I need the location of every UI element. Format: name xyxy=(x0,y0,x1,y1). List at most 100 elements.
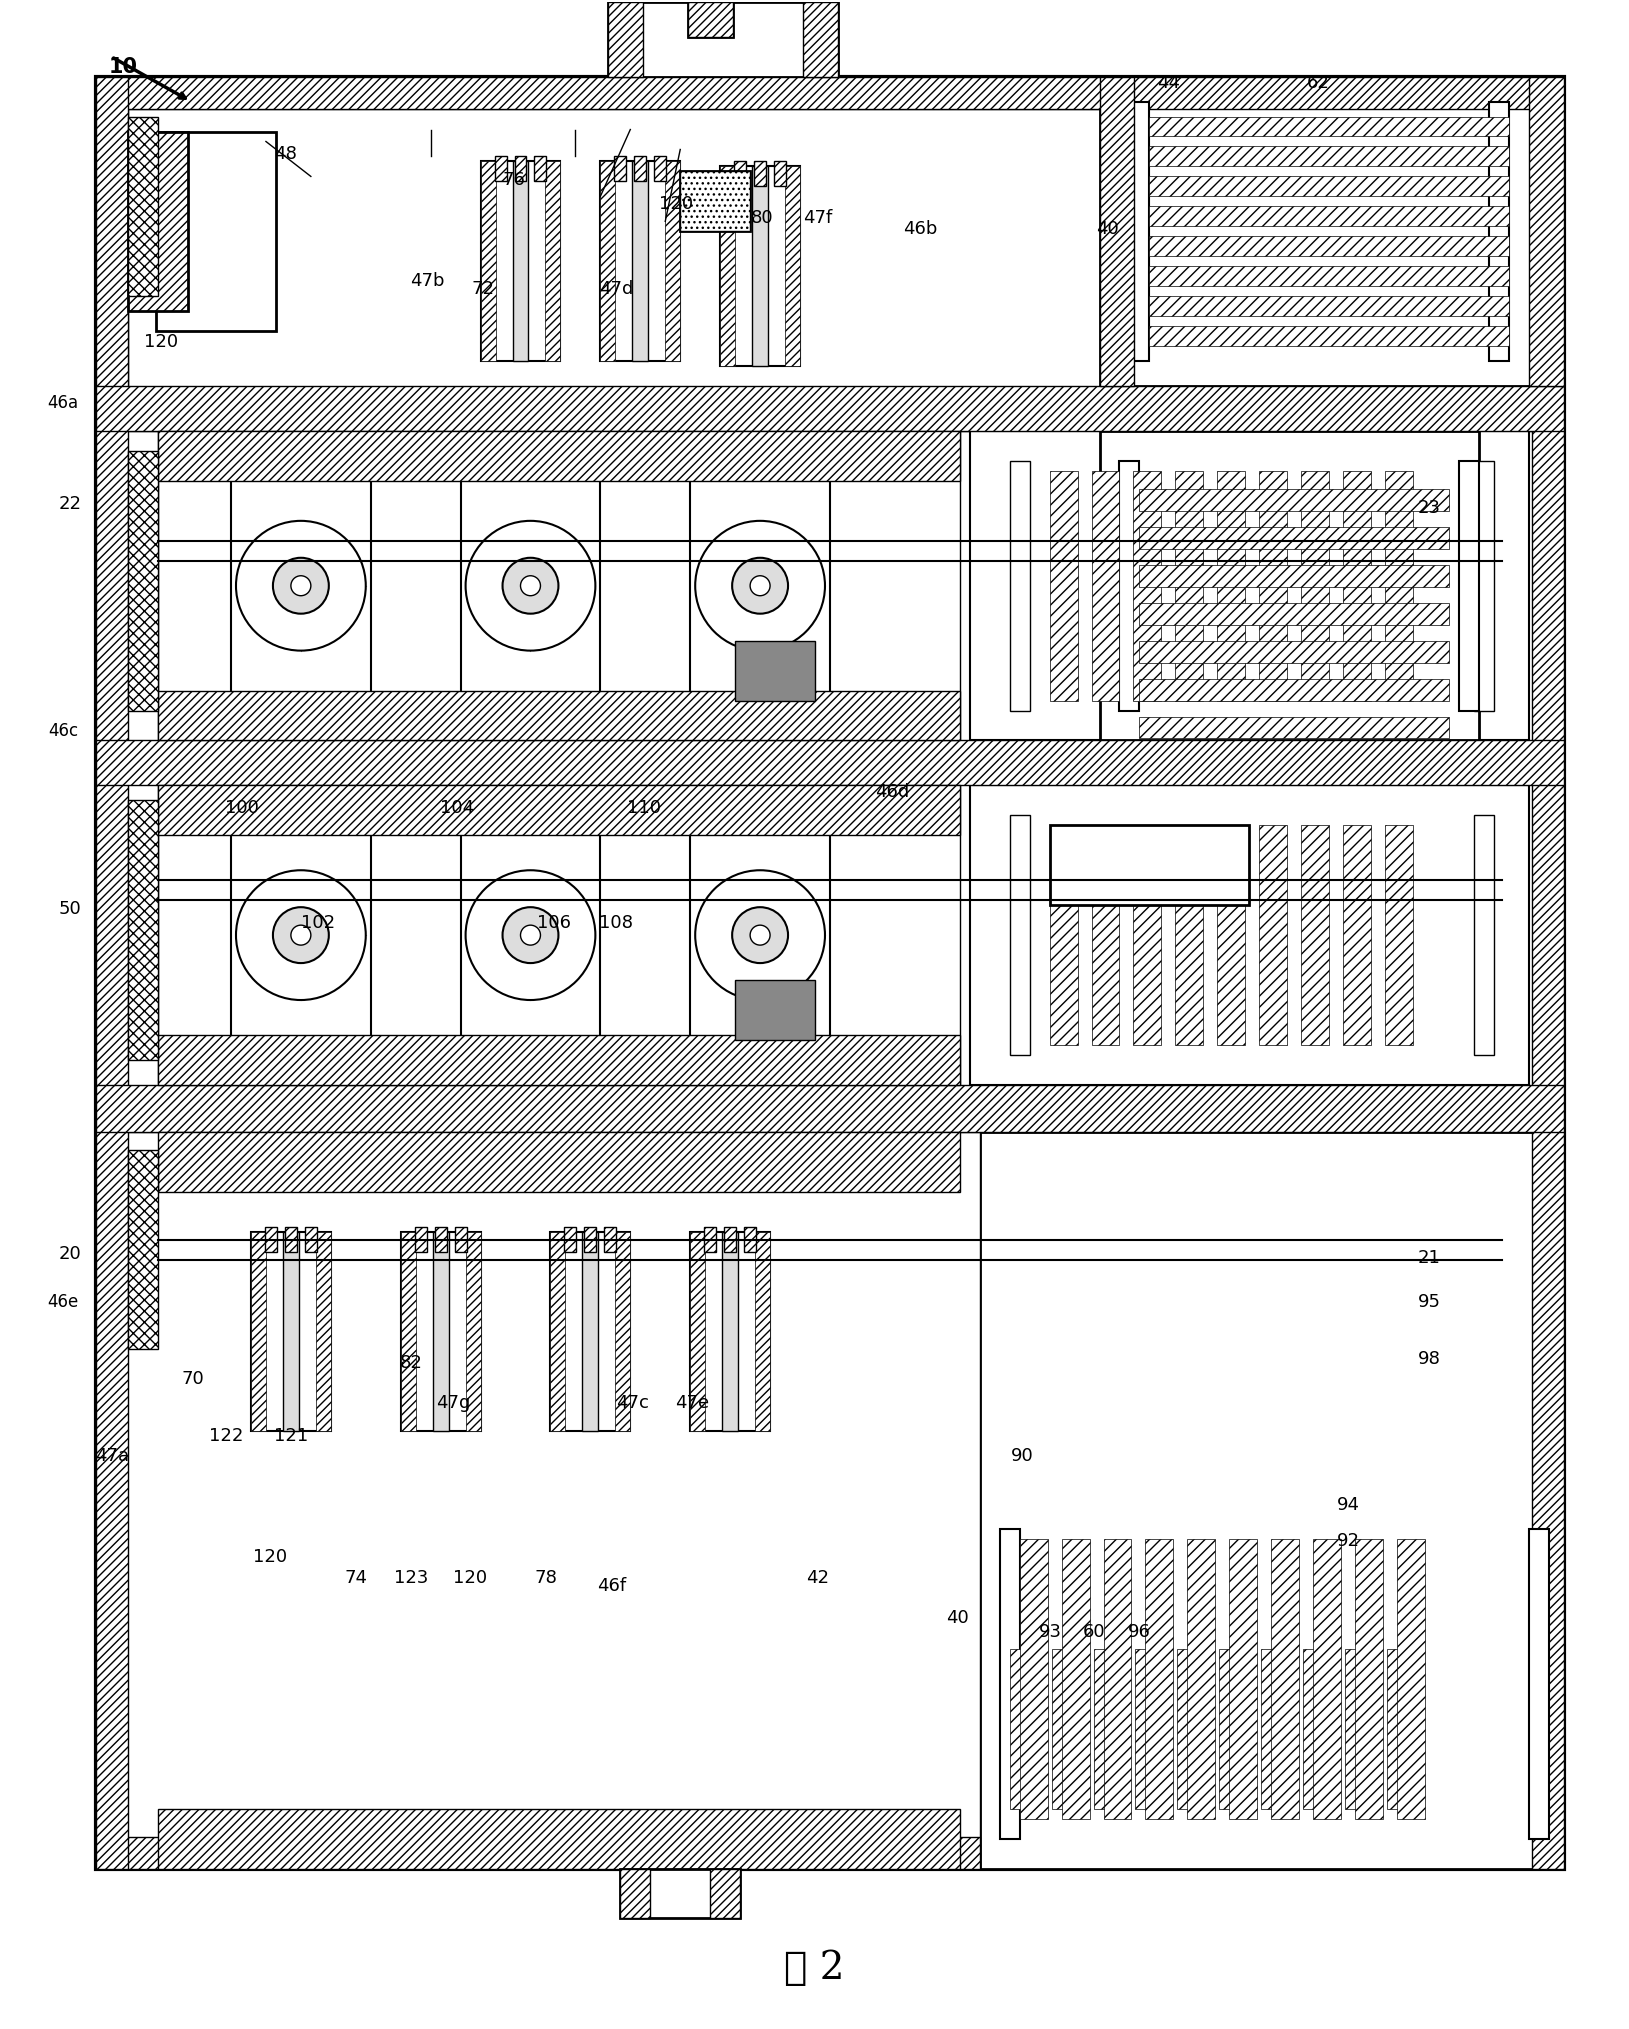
Circle shape xyxy=(466,870,595,1000)
Bar xyxy=(415,1228,427,1252)
Bar xyxy=(534,156,546,181)
Bar xyxy=(1103,1540,1132,1818)
Bar xyxy=(1303,1650,1331,1808)
Text: 46b: 46b xyxy=(902,219,937,237)
Bar xyxy=(1385,471,1412,700)
Bar xyxy=(621,1869,650,1919)
Bar xyxy=(435,1228,446,1252)
Bar xyxy=(461,446,601,726)
Text: 121: 121 xyxy=(274,1426,308,1445)
Bar xyxy=(551,1232,630,1430)
Bar xyxy=(158,1035,959,1086)
Bar xyxy=(1150,266,1508,286)
Bar xyxy=(1119,461,1139,710)
Bar xyxy=(1474,816,1494,1055)
Bar xyxy=(681,170,749,231)
Bar xyxy=(1134,826,1161,1045)
Circle shape xyxy=(236,870,367,1000)
Text: 104: 104 xyxy=(440,799,474,818)
Text: 46e: 46e xyxy=(47,1292,78,1311)
Bar xyxy=(158,785,959,836)
Bar xyxy=(1398,1540,1425,1818)
Text: 80: 80 xyxy=(751,209,774,227)
Circle shape xyxy=(696,870,824,1000)
Bar xyxy=(969,1132,1528,1869)
Bar xyxy=(1010,1650,1038,1808)
Text: 92: 92 xyxy=(1336,1532,1360,1550)
Bar xyxy=(1049,471,1077,700)
Bar xyxy=(1386,1650,1416,1808)
Circle shape xyxy=(292,925,311,946)
Bar xyxy=(401,1232,415,1430)
Bar xyxy=(616,1232,630,1430)
Bar xyxy=(754,162,766,187)
Bar xyxy=(1313,1540,1341,1818)
Bar xyxy=(1150,327,1508,347)
Bar xyxy=(1355,1540,1383,1818)
Text: 70: 70 xyxy=(182,1370,205,1388)
Bar xyxy=(691,1232,771,1430)
Bar xyxy=(710,1869,740,1919)
Bar xyxy=(1062,1540,1090,1818)
Bar xyxy=(583,1232,598,1430)
Text: 102: 102 xyxy=(301,915,336,933)
Bar xyxy=(1052,1650,1080,1808)
Bar xyxy=(466,1232,481,1430)
Text: 110: 110 xyxy=(627,799,661,818)
Bar xyxy=(251,1232,331,1430)
Text: 48: 48 xyxy=(275,144,298,162)
Bar xyxy=(158,1132,959,1191)
Bar xyxy=(691,1232,705,1430)
Text: 44: 44 xyxy=(1158,73,1181,91)
Text: 46d: 46d xyxy=(875,783,909,801)
Bar xyxy=(1150,296,1508,317)
Text: 100: 100 xyxy=(225,799,259,818)
Bar xyxy=(251,1232,266,1430)
Bar xyxy=(156,132,275,331)
Text: 图 2: 图 2 xyxy=(784,1950,845,1986)
Bar xyxy=(1150,146,1508,166)
Bar xyxy=(704,1228,717,1252)
Text: 40: 40 xyxy=(1096,219,1119,237)
Text: 72: 72 xyxy=(471,280,494,298)
Bar xyxy=(756,1232,771,1430)
Circle shape xyxy=(521,576,541,597)
Bar xyxy=(481,162,495,361)
Bar xyxy=(546,162,560,361)
Bar xyxy=(1139,603,1448,625)
Bar xyxy=(158,1808,959,1869)
Text: 47a: 47a xyxy=(94,1447,129,1465)
Bar xyxy=(129,1150,158,1349)
Text: 22: 22 xyxy=(59,495,81,513)
Text: 123: 123 xyxy=(394,1568,428,1587)
Text: 76: 76 xyxy=(502,170,525,189)
Bar xyxy=(1093,1650,1121,1808)
Text: 74: 74 xyxy=(344,1568,368,1587)
Text: 21: 21 xyxy=(1417,1248,1440,1266)
Bar xyxy=(1091,471,1119,700)
Circle shape xyxy=(731,907,788,964)
Bar xyxy=(634,156,647,181)
Text: 42: 42 xyxy=(806,1568,829,1587)
Text: 47f: 47f xyxy=(803,209,832,227)
Bar xyxy=(687,2,733,37)
Bar xyxy=(744,1228,756,1252)
Text: 20: 20 xyxy=(59,1244,81,1262)
Bar xyxy=(785,166,800,365)
Text: 47g: 47g xyxy=(437,1394,471,1412)
Bar xyxy=(614,156,626,181)
Text: 108: 108 xyxy=(599,915,634,933)
Text: 82: 82 xyxy=(399,1353,422,1372)
Text: 47c: 47c xyxy=(616,1394,648,1412)
Bar xyxy=(1474,461,1494,710)
Bar xyxy=(1100,77,1564,386)
Bar xyxy=(655,156,666,181)
Bar xyxy=(735,980,814,1041)
Bar xyxy=(1460,461,1479,710)
Bar xyxy=(1134,471,1161,700)
Bar xyxy=(1010,816,1030,1055)
Bar xyxy=(1528,77,1564,386)
Text: 23: 23 xyxy=(1417,499,1440,517)
Circle shape xyxy=(292,576,311,597)
Bar xyxy=(585,1228,596,1252)
